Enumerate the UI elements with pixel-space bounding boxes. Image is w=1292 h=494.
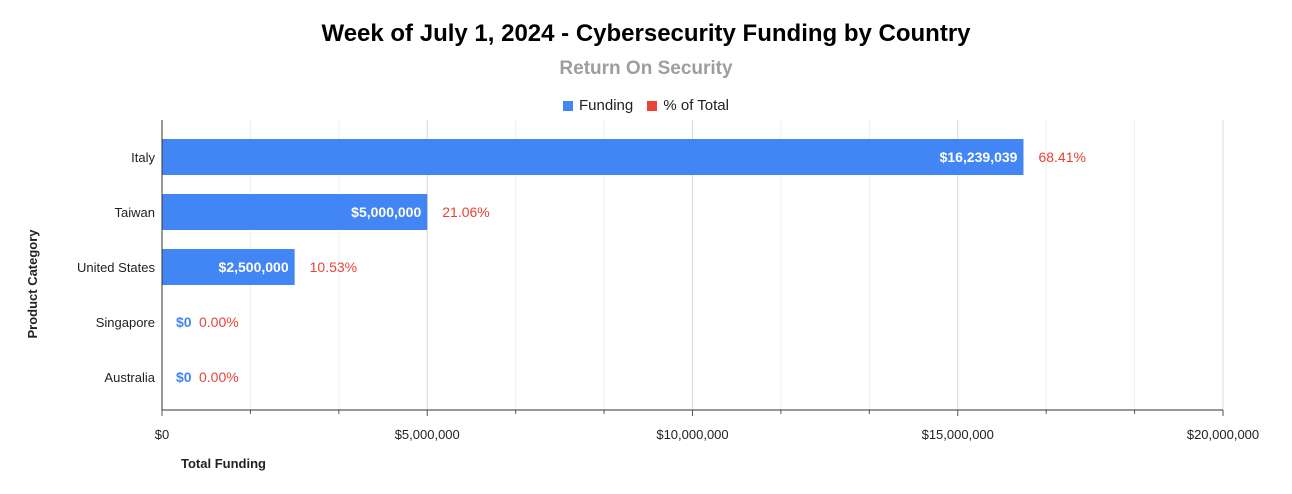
y-axis-title: Product Category [25,229,40,339]
data-label-funding: $16,239,039 [940,149,1018,165]
axes: $0 $5,000,000 $10,000,000 $15,000,000 $20,00… [25,120,1259,471]
data-label-percent: 68.41% [1038,149,1085,165]
legend-label-percent: % of Total [663,97,729,114]
data-label-percent: 10.53% [310,259,357,275]
category-label: Italy [131,150,155,165]
bar-funding [162,139,1024,175]
x-tick-label: $0 [155,427,169,442]
x-axis-title: Total Funding [181,456,266,471]
legend-label-funding: Funding [579,97,634,114]
labels: Italy $16,239,039 68.41% Taiwan $5,000,000 21… [77,149,1086,385]
legend-item-funding[interactable]: Funding [563,97,633,114]
data-label-funding: $5,000,000 [351,204,421,220]
chart-subtitle: Return On Security [559,58,733,79]
legend-swatch-funding [563,100,573,111]
category-label: Singapore [96,315,155,330]
x-tick-label: $10,000,000 [656,427,728,442]
data-label-funding: $2,500,000 [219,259,289,275]
x-tick-label: $15,000,000 [922,427,994,442]
legend-swatch-percent [647,100,658,111]
legend: Funding % of Total [0,97,1292,115]
category-label: Australia [104,370,155,385]
bar-funding [162,194,428,230]
data-label-percent: 0.00% [199,369,239,385]
bars [162,139,1024,285]
data-label-percent: 0.00% [199,314,239,330]
x-tick-label: $5,000,000 [395,427,460,442]
category-label: Taiwan [115,205,155,220]
legend-item-percent[interactable]: % of Total [647,97,729,114]
category-label: United States [77,260,156,275]
x-tick-label: $20,000,000 [1187,427,1259,442]
data-label-funding: $0 [176,314,192,330]
data-label-percent: 21.06% [442,204,489,220]
data-label-funding: $0 [176,369,192,385]
chart-title: Week of July 1, 2024 - Cybersecurity Fun… [321,20,971,47]
bar-funding [162,249,295,285]
